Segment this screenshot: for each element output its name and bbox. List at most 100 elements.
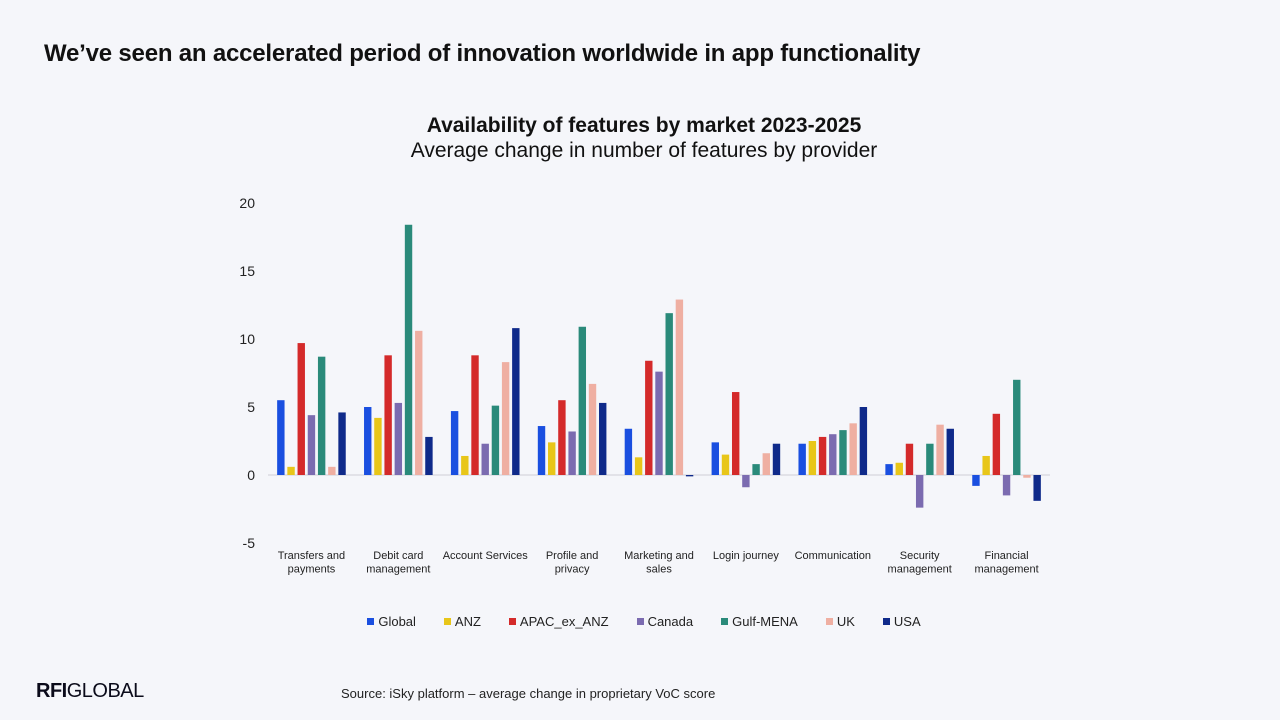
bar-usa <box>512 328 520 475</box>
bar-apac-ex-anz <box>905 443 914 475</box>
legend-label: APAC_ex_ANZ <box>519 614 609 629</box>
x-category-label: privacy <box>555 564 590 576</box>
y-tick-label: -5 <box>243 535 256 551</box>
bar-global <box>885 464 893 475</box>
page-headline: We’ve seen an accelerated period of inno… <box>44 40 921 67</box>
legend-label: Gulf-MENA <box>732 614 798 629</box>
legend-label: USA <box>893 614 921 629</box>
bar-anz <box>721 454 730 475</box>
bar-gulf-mena <box>1013 379 1021 475</box>
x-category-label: Communication <box>795 550 871 562</box>
bar-canada <box>655 371 663 475</box>
bar-anz <box>461 455 469 475</box>
bar-apac-ex-anz <box>645 360 653 475</box>
y-tick-label: 0 <box>247 467 255 483</box>
bar-gulf-mena <box>926 443 934 475</box>
y-tick-label: 15 <box>239 263 255 279</box>
bar-apac-ex-anz <box>992 413 1001 475</box>
bar-anz <box>982 455 990 475</box>
legend-item: APAC_ex_ANZ <box>508 614 609 629</box>
bar-apac-ex-anz <box>558 400 566 475</box>
bar-uk <box>936 424 944 475</box>
bar-anz <box>374 417 382 475</box>
bar-global <box>450 411 459 475</box>
x-category-label: Debit card <box>373 550 423 562</box>
bar-usa <box>425 436 433 475</box>
bar-apac-ex-anz <box>384 355 392 475</box>
bar-apac-ex-anz <box>471 355 479 475</box>
bar-global <box>711 442 719 475</box>
bar-uk <box>415 330 423 475</box>
chart-subtitle: Average change in number of features by … <box>410 139 878 162</box>
bar-anz <box>895 462 903 475</box>
bar-anz <box>634 457 643 475</box>
bar-global <box>364 407 372 475</box>
legend-item: ANZ <box>443 614 481 629</box>
bar-canada <box>568 431 576 475</box>
bar-uk <box>1023 475 1031 478</box>
x-category-label: Financial <box>985 550 1029 562</box>
bar-gulf-mena <box>752 464 760 475</box>
legend-item: Global <box>367 614 416 629</box>
legend-label: Canada <box>647 614 694 629</box>
bar-apac-ex-anz <box>731 392 740 475</box>
y-tick-label: 10 <box>239 331 255 347</box>
bar-uk <box>328 466 336 475</box>
x-category-label: Account Services <box>443 550 528 562</box>
legend-item: UK <box>825 614 855 629</box>
legend-label: Global <box>378 614 416 629</box>
bar-canada <box>829 434 837 475</box>
bar-global <box>537 426 546 475</box>
bar-anz <box>548 442 556 475</box>
x-category-label: Profile and <box>546 550 599 562</box>
bar-gulf-mena <box>578 326 587 475</box>
bar-uk <box>588 383 597 475</box>
bar-canada <box>307 415 316 475</box>
x-category-label: Security <box>900 550 940 562</box>
legend-swatch <box>636 618 644 625</box>
x-category-label: Marketing and <box>624 550 694 562</box>
bar-usa <box>338 412 346 475</box>
bar-canada <box>915 475 924 508</box>
y-tick-label: 5 <box>247 399 255 415</box>
bar-global <box>624 428 633 475</box>
x-category-label: Transfers and <box>278 550 345 562</box>
bar-uk <box>675 299 684 475</box>
legend-swatch <box>825 618 833 625</box>
bar-uk <box>501 362 510 475</box>
bar-usa <box>599 402 607 475</box>
x-category-label: management <box>974 564 1038 576</box>
x-category-label: Login journey <box>713 550 780 562</box>
x-category-label: payments <box>288 564 336 576</box>
chart-title: Availability of features by market 2023-… <box>426 114 862 137</box>
legend-item: Gulf-MENA <box>721 614 798 629</box>
legend-swatch <box>721 618 729 625</box>
bar-gulf-mena <box>317 356 326 475</box>
bar-uk <box>849 423 857 475</box>
bar-gulf-mena <box>665 313 673 475</box>
y-tick-label: 20 <box>239 195 255 211</box>
legend-item: Canada <box>636 614 694 629</box>
legend-swatch <box>367 618 375 625</box>
legend-label: UK <box>836 614 855 629</box>
x-category-label: management <box>888 564 952 576</box>
bar-anz <box>287 466 295 475</box>
bar-canada <box>394 402 403 475</box>
chart-legend: Global ANZ APAC_ex_ANZ Canada Gulf-MENA UK USA <box>0 614 1280 629</box>
legend-label: ANZ <box>454 614 481 629</box>
x-category-label: sales <box>646 564 672 576</box>
bar-apac-ex-anz <box>297 343 305 475</box>
bar-usa <box>859 407 868 475</box>
legend-swatch <box>443 618 451 625</box>
x-category-label: management <box>366 564 430 576</box>
bar-uk <box>762 453 770 475</box>
legend-swatch <box>882 618 890 625</box>
bar-apac-ex-anz <box>818 436 827 475</box>
bar-global <box>972 475 980 486</box>
bar-chart: -5 0 5 10 15 20 Transfers and payments Debit car… <box>239 195 1050 576</box>
bar-usa <box>772 443 781 475</box>
bar-anz <box>808 441 817 475</box>
bar-global <box>798 443 806 475</box>
bar-usa <box>946 428 954 475</box>
source-note: Source: iSky platform – average change i… <box>341 686 716 701</box>
